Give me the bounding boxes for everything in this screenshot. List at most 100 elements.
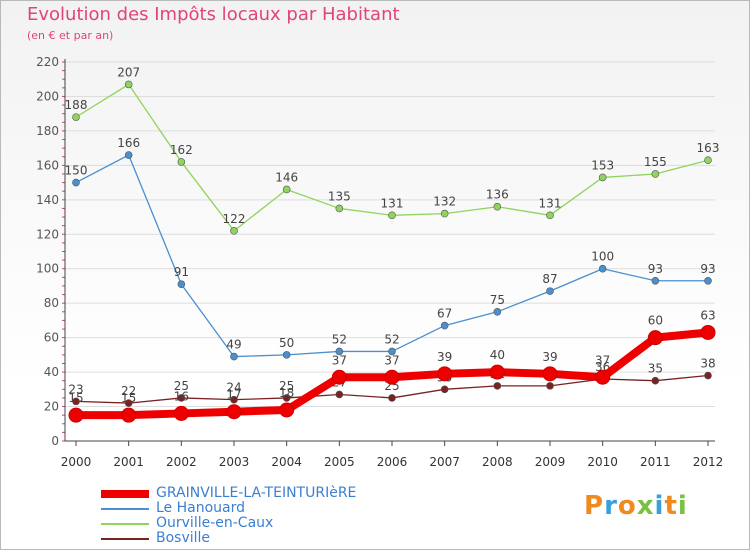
data-point-grainville-la-teinturi-re bbox=[173, 405, 189, 421]
data-point-grainville-la-teinturi-re bbox=[384, 369, 400, 385]
line-chart: 0 20 40 60 80 100 120 140 160 180 200 220 2000 2001 20… bbox=[36, 55, 724, 469]
data-label-le-hanouard: 49 bbox=[226, 338, 241, 352]
y-tick-label: 120 bbox=[36, 227, 59, 241]
data-point-grainville-la-teinturi-re bbox=[279, 402, 295, 418]
data-point-ourville-en-caux bbox=[651, 170, 660, 178]
data-label-le-hanouard: 166 bbox=[117, 136, 140, 150]
data-label-ourville-en-caux: 155 bbox=[644, 155, 667, 169]
x-tick-label: 2012 bbox=[693, 455, 724, 469]
data-point-bosville bbox=[546, 382, 554, 390]
x-tick-label: 2009 bbox=[535, 455, 566, 469]
proxiti-logo: Proxiti bbox=[584, 491, 688, 521]
data-point-bosville bbox=[440, 385, 449, 394]
logo-letter: x bbox=[636, 491, 655, 521]
data-label-grainville-la-teinturi-re: 60 bbox=[648, 314, 663, 328]
data-point-bosville bbox=[493, 382, 502, 390]
data-point-ourville-en-caux bbox=[230, 227, 238, 235]
data-label-ourville-en-caux: 131 bbox=[539, 196, 562, 210]
data-label-le-hanouard: 75 bbox=[490, 293, 505, 307]
y-tick-label: 0 bbox=[51, 434, 59, 448]
data-point-grainville-la-teinturi-re bbox=[595, 369, 611, 385]
data-label-grainville-la-teinturi-re: 18 bbox=[279, 386, 294, 400]
y-tick-label: 140 bbox=[36, 193, 59, 207]
data-point-ourville-en-caux bbox=[177, 158, 186, 166]
logo-letter: P bbox=[584, 491, 605, 521]
data-label-bosville: 25 bbox=[279, 379, 294, 393]
data-point-le-hanouard bbox=[546, 287, 554, 295]
legend-swatch bbox=[101, 538, 149, 540]
data-point-le-hanouard bbox=[177, 280, 186, 289]
data-point-bosville bbox=[704, 371, 712, 380]
data-label-bosville: 35 bbox=[648, 362, 663, 376]
data-label-ourville-en-caux: 163 bbox=[697, 141, 720, 155]
data-label-le-hanouard: 50 bbox=[279, 336, 294, 350]
data-label-ourville-en-caux: 135 bbox=[328, 189, 351, 203]
data-label-grainville-la-teinturi-re: 15 bbox=[68, 391, 83, 405]
data-point-le-hanouard bbox=[72, 178, 80, 187]
data-label-ourville-en-caux: 207 bbox=[117, 65, 140, 79]
data-label-le-hanouard: 93 bbox=[648, 262, 663, 276]
data-label-le-hanouard: 93 bbox=[700, 262, 715, 276]
legend-label: GRAINVILLE-LA-TEINTURIèRE bbox=[156, 485, 357, 501]
data-label-le-hanouard: 91 bbox=[174, 265, 189, 279]
data-label-ourville-en-caux: 131 bbox=[381, 196, 404, 210]
data-label-le-hanouard: 100 bbox=[591, 250, 614, 264]
data-label-grainville-la-teinturi-re: 39 bbox=[542, 350, 557, 364]
data-label-grainville-la-teinturi-re: 37 bbox=[332, 353, 347, 367]
data-point-le-hanouard bbox=[230, 352, 238, 361]
data-label-grainville-la-teinturi-re: 15 bbox=[121, 391, 136, 405]
x-tick-label: 2010 bbox=[587, 455, 618, 469]
y-tick-label: 180 bbox=[36, 124, 59, 138]
x-tick-label: 2008 bbox=[482, 455, 513, 469]
data-point-ourville-en-caux bbox=[493, 202, 502, 211]
data-point-ourville-en-caux bbox=[72, 113, 80, 121]
data-label-le-hanouard: 150 bbox=[65, 164, 88, 178]
y-tick-label: 160 bbox=[36, 158, 59, 172]
data-label-ourville-en-caux: 132 bbox=[433, 195, 456, 209]
data-point-grainville-la-teinturi-re bbox=[489, 364, 505, 380]
data-point-ourville-en-caux bbox=[335, 204, 344, 213]
logo-letter: i bbox=[654, 491, 665, 521]
data-label-ourville-en-caux: 188 bbox=[65, 98, 88, 112]
data-point-bosville bbox=[282, 394, 291, 402]
x-tick-label: 2003 bbox=[219, 455, 250, 469]
data-label-grainville-la-teinturi-re: 40 bbox=[490, 348, 505, 362]
data-point-bosville bbox=[651, 376, 660, 385]
data-point-ourville-en-caux bbox=[704, 156, 712, 164]
data-label-grainville-la-teinturi-re: 39 bbox=[437, 350, 452, 364]
data-point-ourville-en-caux bbox=[388, 211, 396, 220]
data-point-ourville-en-caux bbox=[546, 211, 554, 220]
data-label-bosville: 22 bbox=[121, 384, 136, 398]
data-point-le-hanouard bbox=[124, 151, 133, 159]
data-point-grainville-la-teinturi-re bbox=[226, 404, 242, 420]
data-label-le-hanouard: 52 bbox=[332, 332, 347, 346]
legend-swatch bbox=[101, 508, 149, 510]
data-point-grainville-la-teinturi-re bbox=[542, 366, 558, 382]
data-point-bosville bbox=[230, 395, 238, 404]
data-point-bosville bbox=[72, 397, 80, 406]
data-point-grainville-la-teinturi-re bbox=[700, 324, 716, 340]
logo-letter: i bbox=[677, 491, 688, 521]
data-point-le-hanouard bbox=[493, 307, 502, 316]
y-tick-label: 200 bbox=[36, 89, 59, 103]
chart-title: Evolution des Impôts locaux par Habitant bbox=[27, 4, 400, 25]
data-point-le-hanouard bbox=[704, 276, 712, 285]
x-tick-label: 2006 bbox=[377, 455, 408, 469]
data-label-bosville: 24 bbox=[226, 381, 241, 395]
data-point-le-hanouard bbox=[388, 347, 396, 356]
x-tick-label: 2001 bbox=[113, 455, 144, 469]
data-point-ourville-en-caux bbox=[124, 80, 133, 89]
legend-swatch bbox=[101, 490, 149, 498]
y-tick-label: 100 bbox=[36, 262, 59, 276]
data-point-grainville-la-teinturi-re bbox=[437, 366, 453, 382]
data-label-bosville: 23 bbox=[68, 382, 83, 396]
data-point-bosville bbox=[177, 394, 186, 402]
logo-letter: r bbox=[604, 491, 618, 521]
x-tick-label: 2007 bbox=[429, 455, 460, 469]
data-point-grainville-la-teinturi-re bbox=[647, 330, 663, 346]
x-tick-label: 2005 bbox=[324, 455, 355, 469]
data-label-bosville: 25 bbox=[174, 379, 189, 393]
x-tick-label: 2011 bbox=[640, 455, 671, 469]
data-point-le-hanouard bbox=[335, 347, 344, 356]
